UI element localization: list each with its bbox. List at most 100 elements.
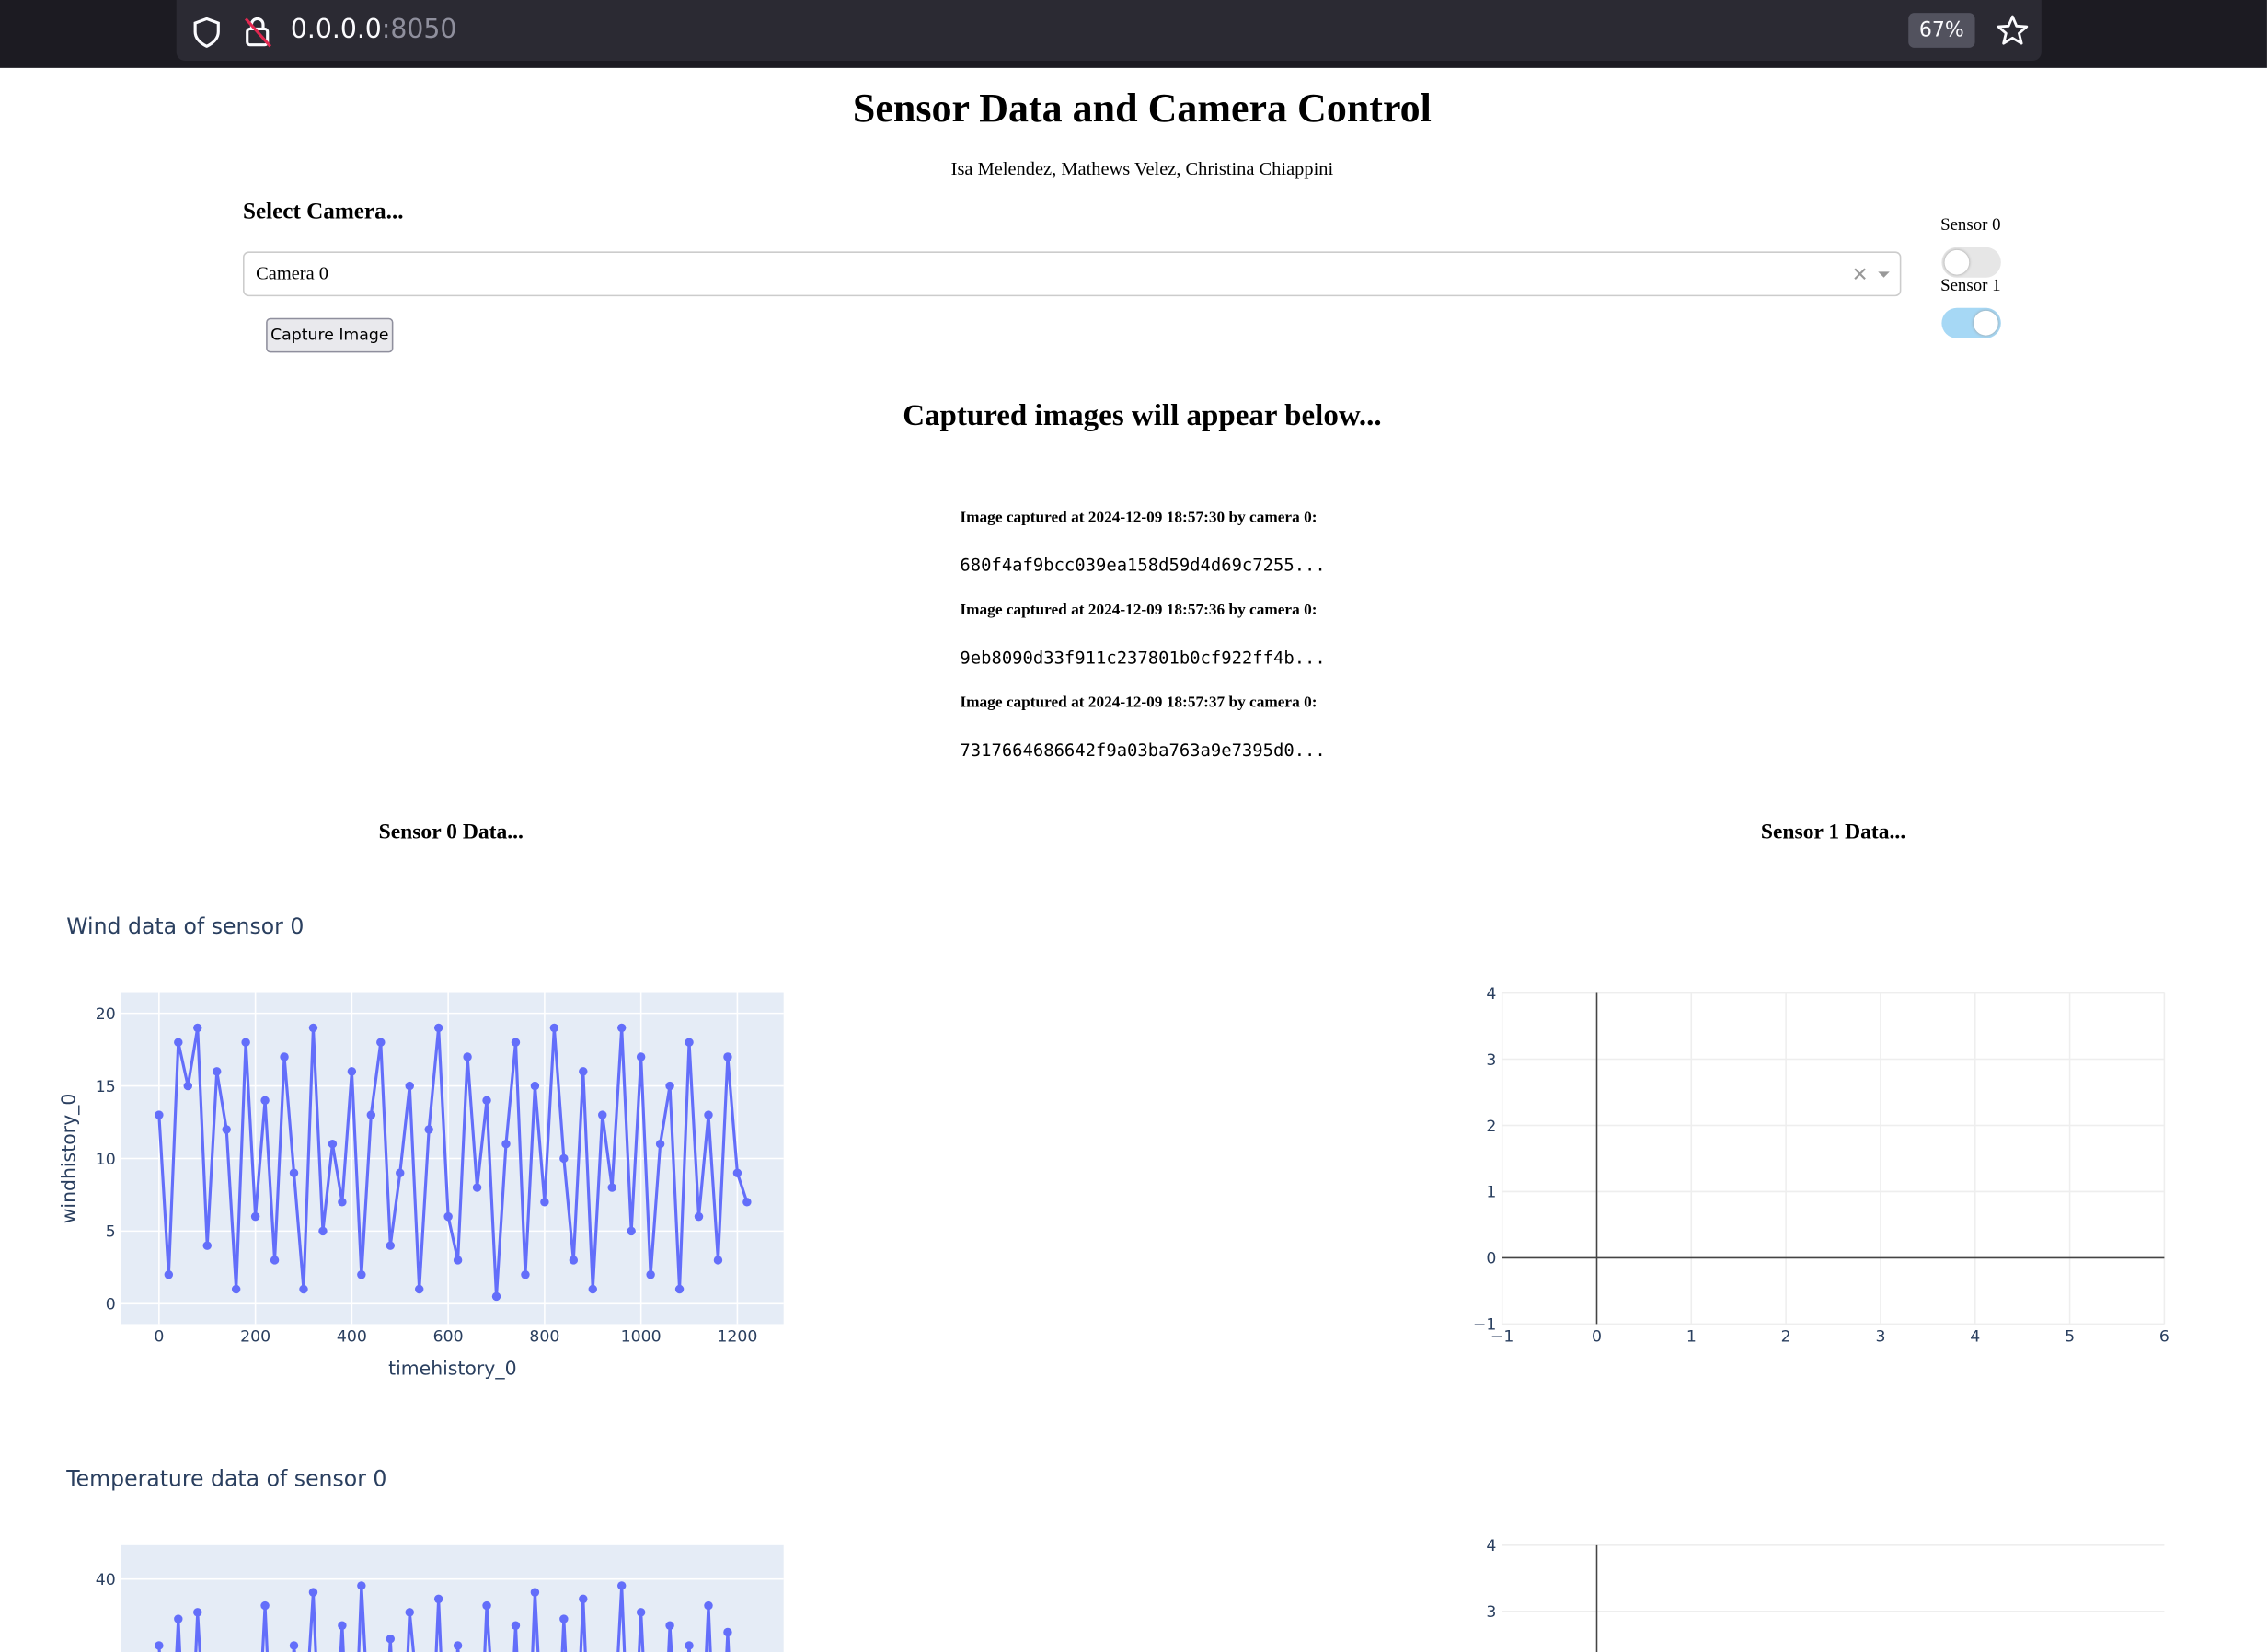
data-point: [280, 1052, 289, 1061]
data-point: [511, 1621, 521, 1630]
data-point: [713, 1256, 723, 1265]
y-tick-label: 4: [1486, 985, 1496, 1004]
x-tick-label: 6: [2159, 1327, 2169, 1346]
capture-button[interactable]: Capture Image: [266, 317, 394, 353]
data-point: [655, 1139, 665, 1149]
data-point: [530, 1588, 540, 1597]
y-tick-label: 3: [1486, 1603, 1496, 1622]
x-tick-label: 1200: [717, 1327, 757, 1346]
zoom-badge[interactable]: 67%: [1908, 13, 1975, 48]
data-point: [491, 1291, 501, 1302]
capture-caption: Image captured at 2024-12-09 18:57:37 by…: [960, 694, 1318, 712]
data-point: [521, 1270, 530, 1279]
data-point: [704, 1110, 713, 1119]
toggle-knob: [1973, 310, 1998, 336]
data-point: [289, 1168, 299, 1177]
data-line: [157, 1027, 749, 1297]
toggle-knob: [1944, 249, 1970, 275]
y-axis-label: windhistory_0: [58, 1094, 80, 1224]
chart-title: Wind data of sensor 0: [66, 913, 304, 939]
chart-title: Temperature data of sensor 0: [65, 1465, 386, 1491]
x-tick-label: 5: [2065, 1327, 2075, 1346]
data-point: [405, 1081, 414, 1091]
data-point: [376, 1038, 386, 1047]
captures-heading: Captured images will appear below...: [903, 397, 1382, 432]
data-point: [607, 1183, 616, 1192]
x-tick-label: 800: [529, 1327, 559, 1346]
data-point: [270, 1256, 280, 1265]
data-point: [318, 1226, 328, 1236]
data-point: [405, 1608, 414, 1617]
y-tick-label: 20: [96, 1005, 116, 1024]
x-axis-label: timehistory_0: [388, 1357, 516, 1379]
data-point: [433, 1023, 443, 1033]
data-point: [472, 1183, 482, 1192]
data-point: [250, 1211, 260, 1222]
x-tick-label: 2: [1781, 1327, 1791, 1346]
authors: Isa Melendez, Mathews Velez, Christina C…: [950, 157, 1334, 179]
toggle[interactable]: [1941, 307, 2001, 338]
data-point: [231, 1284, 241, 1294]
capture-hash: 9eb8090d33f911c237801b0cf922ff4b...: [960, 647, 1326, 668]
data-point: [685, 1641, 694, 1650]
x-tick-label: −1: [1490, 1327, 1513, 1346]
data-point: [694, 1211, 704, 1222]
y-tick-label: 0: [1486, 1250, 1496, 1268]
toggle-label: Sensor 0: [1940, 213, 2001, 235]
shield-icon[interactable]: [190, 16, 223, 48]
data-point: [414, 1284, 424, 1294]
data-point: [174, 1038, 183, 1047]
section-heading: Sensor 0 Data...: [378, 820, 524, 844]
toggle[interactable]: [1941, 247, 2001, 278]
data-point: [202, 1241, 212, 1250]
data-point: [665, 1081, 674, 1091]
data-point: [338, 1621, 347, 1630]
data-point: [164, 1270, 174, 1279]
data-point: [386, 1241, 395, 1250]
y-tick-label: 4: [1486, 1537, 1496, 1555]
y-tick-label: 0: [106, 1296, 116, 1314]
dropdown-controls[interactable]: [1849, 265, 1893, 285]
data-point: [742, 1198, 752, 1207]
dropdown-value: Camera 0: [256, 261, 328, 283]
data-point: [347, 1067, 357, 1076]
data-point: [636, 1608, 646, 1617]
data-point: [357, 1270, 366, 1279]
plot-background: [121, 1544, 784, 1652]
data-point: [559, 1153, 569, 1164]
data-point: [559, 1614, 569, 1623]
data-point: [308, 1588, 318, 1597]
data-point: [222, 1125, 231, 1134]
y-tick-label: 10: [96, 1151, 116, 1169]
data-point: [482, 1096, 491, 1106]
data-point: [588, 1284, 597, 1294]
data-point: [396, 1168, 405, 1177]
capture-hash: 680f4af9bcc039ea158d59d4d69c7255...: [960, 555, 1326, 576]
data-point: [569, 1256, 579, 1265]
insecure-lock-icon[interactable]: [241, 15, 273, 50]
x-tick-label: 200: [240, 1327, 270, 1346]
data-point: [549, 1023, 559, 1033]
camera-dropdown[interactable]: Camera 0: [242, 251, 1902, 297]
data-point: [598, 1110, 607, 1119]
url-bar[interactable]: 0.0.0.0:8050 67%: [176, 0, 2042, 61]
toggle-label: Sensor 1: [1940, 274, 2001, 295]
bookmark-star[interactable]: [1997, 15, 2029, 47]
y-tick-label: 15: [96, 1078, 116, 1096]
data-point: [424, 1125, 433, 1134]
x-tick-label: 4: [1970, 1327, 1980, 1346]
data-point: [155, 1641, 164, 1650]
data-point: [260, 1600, 270, 1611]
data-point: [241, 1038, 250, 1047]
data-point: [540, 1198, 549, 1207]
data-point: [212, 1067, 222, 1076]
data-point: [482, 1600, 491, 1611]
page-title: Sensor Data and Camera Control: [852, 86, 1432, 132]
url-host: 0.0.0.0: [290, 14, 382, 45]
data-point: [308, 1023, 318, 1033]
data-point: [723, 1627, 732, 1637]
data-point: [627, 1226, 636, 1236]
